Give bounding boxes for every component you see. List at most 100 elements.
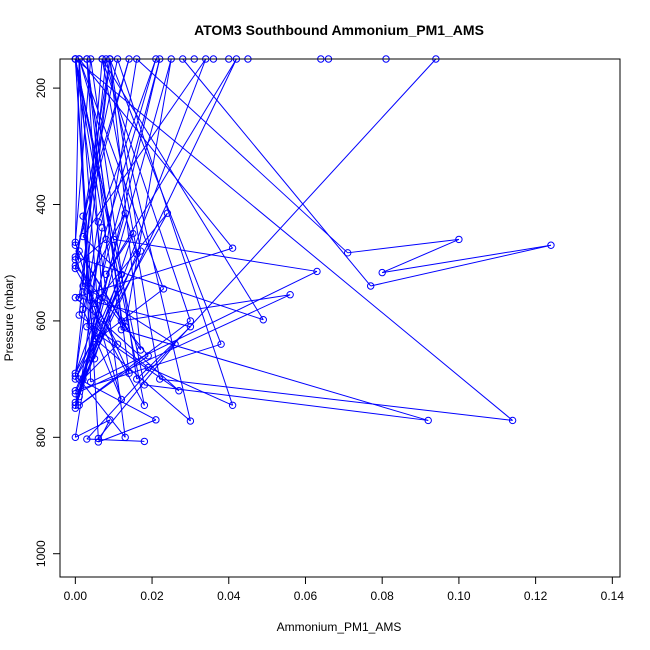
data-point	[136, 247, 145, 255]
data-point	[71, 433, 80, 442]
series-segment	[74, 58, 80, 246]
data-point	[171, 340, 179, 348]
series-segment	[74, 58, 111, 377]
series-segment	[105, 58, 191, 422]
y-tick-label: 800	[34, 427, 48, 447]
x-tick-label: 0.08	[371, 589, 395, 603]
data-point	[83, 435, 91, 443]
data-point	[121, 209, 129, 217]
data-point	[102, 235, 110, 244]
series-segment	[370, 244, 552, 287]
data-point	[117, 395, 126, 404]
series-segment	[82, 58, 237, 380]
series-segment	[74, 58, 172, 406]
data-point	[79, 288, 87, 296]
data-point	[71, 293, 80, 302]
data-point	[106, 416, 114, 424]
series-segment	[82, 343, 118, 380]
series-segment	[97, 58, 157, 223]
data-point	[71, 369, 80, 377]
series-segment	[136, 58, 349, 254]
data-point	[71, 261, 80, 270]
data-point	[259, 316, 267, 324]
data-point	[71, 389, 80, 398]
data-point	[79, 305, 87, 313]
data-point	[71, 256, 80, 264]
x-tick-label: 0.10	[447, 589, 471, 603]
data-point	[71, 264, 80, 273]
data-point	[366, 282, 375, 290]
data-point	[133, 375, 141, 383]
x-axis-label: Ammonium_PM1_AMS	[277, 620, 402, 634]
series-segment	[117, 58, 234, 406]
series-segment	[347, 238, 459, 254]
data-point	[79, 375, 87, 383]
data-point	[75, 293, 83, 302]
y-tick-label: 600	[34, 311, 48, 331]
series-segment	[74, 58, 130, 258]
data-point	[90, 317, 99, 325]
series-segment	[78, 378, 126, 438]
plot-area	[71, 55, 555, 446]
data-point	[156, 375, 164, 383]
data-point	[71, 253, 80, 261]
series-segment	[82, 58, 157, 310]
data-point	[159, 285, 168, 293]
data-point	[79, 282, 87, 290]
plot-frame	[59, 58, 621, 578]
data-point	[313, 267, 321, 276]
data-point	[75, 247, 83, 255]
data-point	[217, 340, 225, 348]
data-point	[94, 218, 103, 226]
data-point	[343, 249, 352, 257]
data-point	[455, 235, 463, 244]
series-segment	[90, 58, 138, 380]
series-segment	[78, 250, 126, 327]
y-axis-label: Pressure (mbar)	[2, 275, 16, 362]
series-segment	[148, 367, 233, 406]
data-point	[228, 244, 237, 252]
x-tick-label: 0.02	[140, 589, 164, 603]
series-segment	[121, 294, 291, 322]
data-point	[98, 224, 106, 232]
data-point	[424, 416, 432, 425]
series-segment	[109, 58, 222, 345]
data-point	[186, 323, 195, 331]
data-point	[113, 340, 122, 348]
data-point	[228, 401, 237, 410]
series-segment	[144, 384, 429, 421]
x-tick-label: 0.06	[294, 589, 318, 603]
axis-ticks: 0.00 0.02 0.04 0.06 0.08 0.10 0.12 0.14 200 400 60…	[34, 78, 624, 603]
data-point	[129, 229, 137, 238]
y-tick-label: 1000	[34, 540, 48, 567]
data-point	[90, 299, 99, 308]
series-segment	[75, 58, 513, 421]
data-point	[113, 285, 122, 293]
data-point	[286, 291, 294, 299]
data-point	[94, 334, 103, 343]
series-segment	[74, 58, 99, 439]
series-segment	[90, 270, 318, 383]
data-point	[140, 401, 149, 410]
data-point	[186, 417, 195, 425]
data-point	[140, 437, 149, 446]
series-segment	[75, 294, 291, 395]
data-point	[71, 238, 80, 247]
series-segment	[78, 58, 165, 290]
data-point	[163, 209, 172, 217]
data-point	[125, 369, 133, 377]
data-point	[94, 434, 103, 443]
data-point	[136, 346, 145, 354]
data-point	[175, 387, 183, 395]
series-segment	[86, 58, 130, 374]
data-point	[508, 416, 517, 425]
series-segment	[74, 259, 130, 374]
series-segment	[86, 58, 437, 440]
series-segment	[74, 265, 149, 357]
series-segment	[97, 419, 111, 443]
data-point	[144, 352, 152, 360]
data-point	[547, 241, 555, 249]
data-point	[75, 375, 83, 383]
series-segment	[182, 58, 372, 287]
data-point	[75, 311, 83, 319]
